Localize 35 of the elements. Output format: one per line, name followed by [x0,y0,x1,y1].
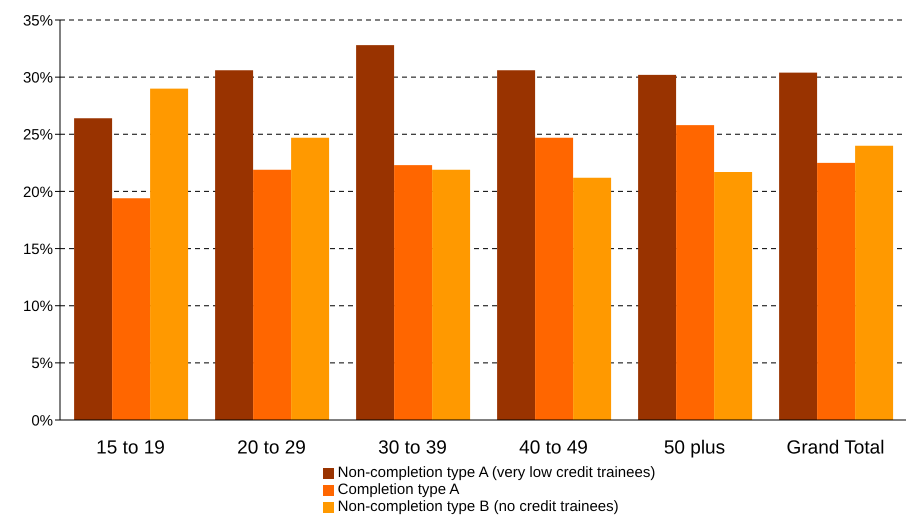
bar [676,125,714,420]
legend-label: Non-completion type B (no credit trainees) [338,498,619,515]
x-tick-label: 20 to 29 [237,437,306,458]
y-tick-label: 20% [22,184,53,201]
bar [394,165,432,420]
x-tick-label: Grand Total [786,437,884,458]
bar [112,198,150,420]
y-tick-label: 0% [31,412,53,430]
y-tick-label: 15% [22,240,53,258]
bar [779,72,818,420]
y-tick-label: 30% [22,69,53,86]
x-tick-label: 30 to 39 [378,437,447,458]
bar [215,70,254,420]
bar [855,146,894,420]
bar [291,138,330,420]
x-tick-label: 15 to 19 [96,437,165,458]
x-tick-label: 50 plus [664,437,726,458]
bar [356,45,394,420]
bar [573,178,612,420]
x-tick-label: 40 to 49 [519,437,588,458]
bar [253,170,292,420]
legend-label: Non-completion type A (very low credit trainees) [338,464,656,481]
bar [714,172,752,420]
bar [638,74,676,420]
y-tick-label: 10% [22,298,53,316]
bar [432,170,470,420]
y-tick-label: 25% [22,126,53,144]
bar [74,118,112,420]
bar [497,70,536,420]
bar [817,162,856,420]
bar [150,88,188,420]
legend-label: Completion type A [338,481,460,498]
y-tick-label: 5% [31,355,53,372]
bar [535,138,574,420]
y-tick-label: 35% [22,12,53,30]
